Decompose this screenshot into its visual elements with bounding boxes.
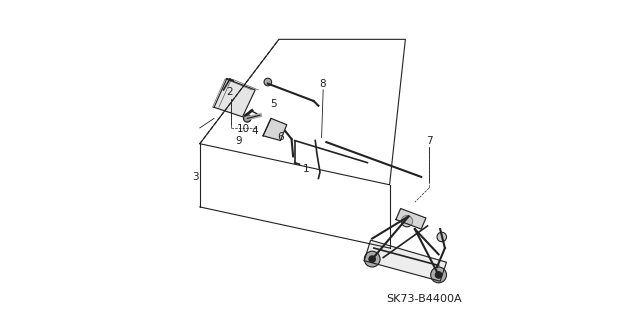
Polygon shape — [364, 240, 447, 281]
Circle shape — [243, 115, 251, 122]
Text: 10: 10 — [237, 124, 250, 134]
Circle shape — [401, 215, 413, 227]
Text: 3: 3 — [192, 172, 198, 182]
Text: 9: 9 — [235, 136, 242, 145]
Text: 7: 7 — [426, 136, 433, 145]
Text: 1: 1 — [303, 164, 309, 174]
Text: 6: 6 — [278, 132, 284, 142]
Circle shape — [369, 256, 375, 262]
Polygon shape — [263, 118, 287, 141]
Text: SK73-B4400A: SK73-B4400A — [387, 293, 462, 304]
Circle shape — [431, 267, 447, 283]
Circle shape — [364, 251, 380, 267]
Text: 8: 8 — [319, 78, 326, 89]
Circle shape — [264, 78, 271, 86]
Text: 5: 5 — [270, 99, 276, 109]
Text: 4: 4 — [252, 126, 259, 136]
Polygon shape — [396, 209, 426, 229]
Circle shape — [437, 232, 447, 242]
Text: 2: 2 — [226, 86, 232, 97]
Polygon shape — [214, 79, 255, 117]
Circle shape — [435, 272, 442, 278]
